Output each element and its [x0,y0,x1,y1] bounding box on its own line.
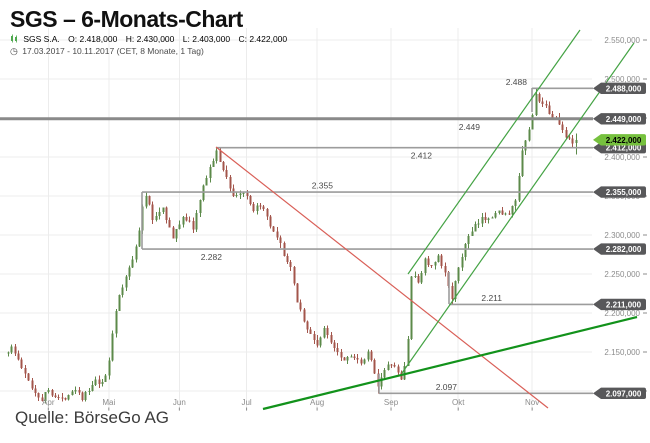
svg-text:2.449,000: 2.449,000 [606,115,642,124]
price-badges: 2.488,000 2.449,000 2.412,000 2.355,000 2.28… [593,82,646,400]
svg-text:2.500,000: 2.500,000 [604,75,640,84]
svg-text:2.412: 2.412 [411,151,433,161]
svg-text:Jul: Jul [241,398,251,407]
clock-icon: ◷ [10,46,18,56]
current-price-badge: 2.422,000 [593,134,646,146]
price-level-2.488: 2.488 [506,77,593,112]
price-level-2.412: 2.412 [216,146,593,161]
legend-high-value: 2.430,000 [136,34,175,44]
level-badge-2.211: 2.211,000 [593,298,646,311]
svg-text:Okt: Okt [452,398,465,407]
price-levels: 2.488 2.449 2.412 2.355 2.282 2.211 2.097 [0,77,593,395]
svg-text:2.282,000: 2.282,000 [606,245,642,254]
svg-text:2.488,000: 2.488,000 [606,84,642,93]
grid [0,28,592,411]
channel-lower-line [401,42,635,374]
level-badge-2.282: 2.282,000 [593,243,646,255]
price-level-2.449: 2.449 [0,117,593,132]
downtrend-line [215,146,549,409]
date-range-line: ◷ 17.03.2017 - 10.11.2017 (CET, 8 Monate… [10,46,287,57]
legend-symbol: SGS S.A. [23,34,60,44]
source-credit: Quelle: BörseGo AG [15,408,170,427]
level-badge-2.449: 2.449,000 [593,113,646,125]
price-level-2.097: 2.097 [378,374,593,395]
svg-text:2.300,000: 2.300,000 [604,231,640,240]
legend-high-label: H: [125,34,135,44]
svg-text:2.150,000: 2.150,000 [604,348,640,357]
svg-text:2.488: 2.488 [506,77,528,87]
svg-text:Mai: Mai [102,398,115,407]
svg-text:Apr: Apr [42,398,55,407]
ohlc-legend: SGS S.A. O: 2.418,000 H: 2.430,000 L: 2.… [10,34,287,46]
candlestick-series [7,88,578,404]
svg-text:Jun: Jun [173,398,186,407]
svg-text:2.400,000: 2.400,000 [604,153,640,162]
candlestick-icon [10,34,19,46]
svg-text:Nov: Nov [525,398,539,407]
svg-text:2.412,000: 2.412,000 [606,144,642,153]
legend-open-label: O: [68,34,78,44]
legend-close-label: C: [238,34,247,44]
page-title: SGS – 6-Monats-Chart [10,6,243,32]
date-range-text: 17.03.2017 - 10.11.2017 (CET, 8 Monate, … [22,46,204,56]
svg-text:Sep: Sep [384,398,399,407]
legend-low-value: 2.403,000 [192,34,231,44]
svg-text:2.200,000: 2.200,000 [604,309,640,318]
legend-close-value: 2.422,000 [249,34,288,44]
svg-text:2.449: 2.449 [459,122,481,132]
svg-text:2.550,000: 2.550,000 [604,36,640,45]
trend-lines [215,29,638,411]
legend-low-label: L: [182,34,190,44]
level-badge-2.097: 2.097,000 [593,387,646,400]
level-badge-2.488: 2.488,000 [593,82,646,95]
svg-text:2.211,000: 2.211,000 [606,300,642,309]
svg-text:2.211: 2.211 [481,293,502,303]
price-level-2.211: 2.211 [448,272,593,306]
price-level-2.282: 2.282 [142,248,593,262]
x-axis-labels: Apr Mai Jun Jul Aug Sep Okt Nov [42,398,539,411]
svg-text:2.097,000: 2.097,000 [606,389,642,398]
svg-text:2.097: 2.097 [436,382,458,392]
svg-text:2.422,000: 2.422,000 [606,136,642,145]
svg-text:2.250,000: 2.250,000 [604,270,640,279]
level-badge-2.355: 2.355,000 [593,186,646,198]
support-line [262,315,638,411]
svg-text:2.355: 2.355 [312,181,334,191]
svg-text:2.282: 2.282 [201,252,223,262]
legend-open-value: 2.418,000 [79,34,118,44]
svg-text:Aug: Aug [310,398,324,407]
svg-text:2.355,000: 2.355,000 [606,188,642,197]
channel-upper-line [407,29,581,275]
chart-header: SGS – 6-Monats-Chart SGS S.A. O: 2.418,0… [10,4,287,57]
price-level-2.355: 2.355 [141,181,593,249]
